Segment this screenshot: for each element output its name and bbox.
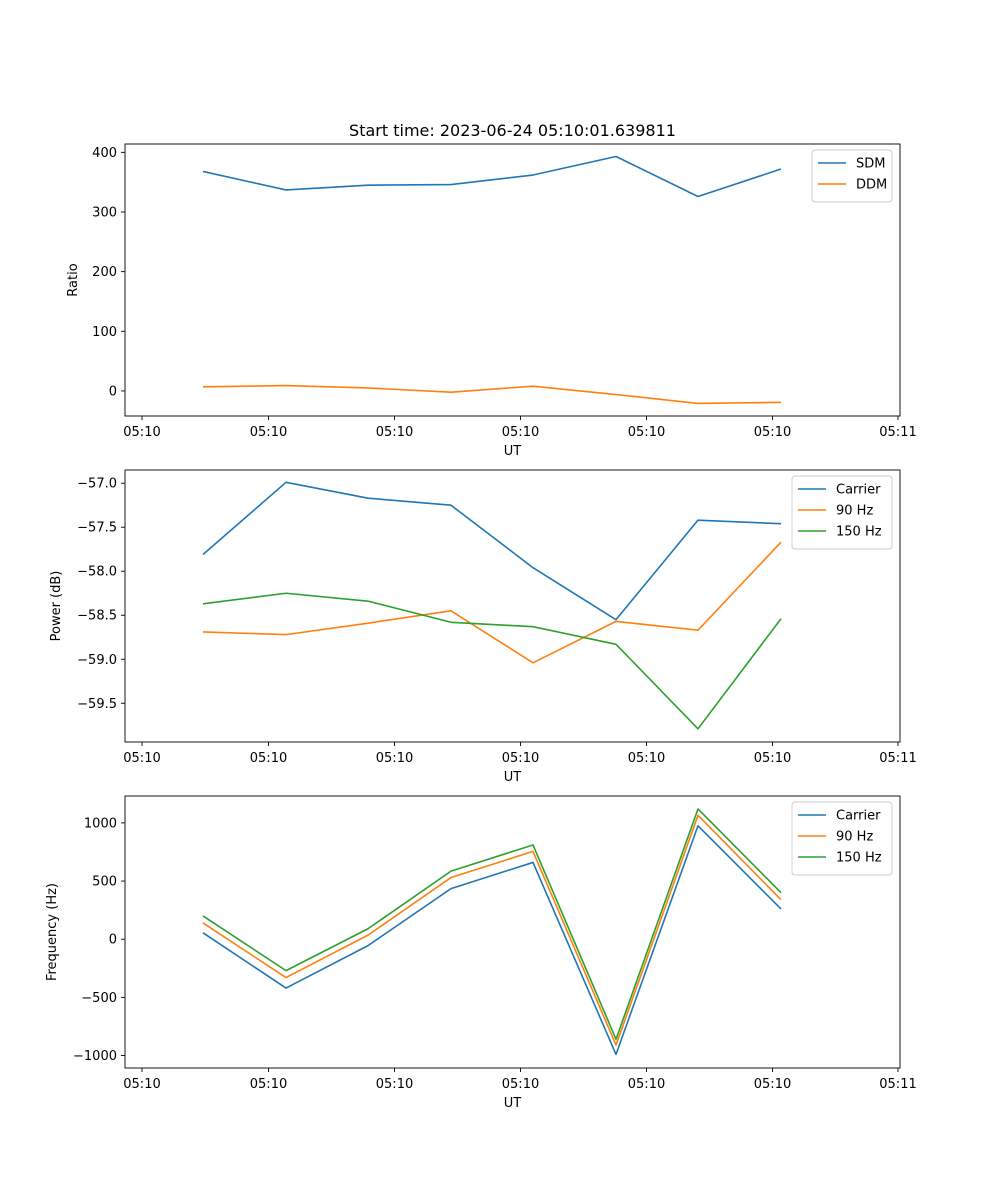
- legend-label: DDM: [856, 178, 887, 193]
- y-axis-label: Power (dB): [49, 571, 64, 642]
- series-line-sdm: [202, 155, 782, 198]
- y-tick-label: −59.0: [77, 653, 117, 668]
- x-tick-label: 05:11: [879, 1077, 916, 1092]
- y-axis-label: Frequency (Hz): [45, 883, 60, 981]
- legend-label: Carrier: [836, 483, 881, 498]
- x-tick-label: 05:10: [502, 1077, 539, 1092]
- x-tick-label: 05:10: [502, 751, 539, 766]
- x-tick-label: 05:11: [879, 751, 916, 766]
- x-tick-label: 05:10: [250, 425, 287, 440]
- legend-label: 90 Hz: [836, 504, 873, 519]
- x-tick-label: 05:10: [123, 1077, 160, 1092]
- y-tick-label: −500: [81, 991, 117, 1006]
- series-line-90-hz: [202, 541, 782, 664]
- legend-label: 150 Hz: [836, 525, 882, 540]
- x-tick-label: 05:10: [376, 425, 413, 440]
- y-tick-label: 1000: [84, 816, 117, 831]
- axes-frame: [124, 795, 901, 1069]
- panel-1: 05:10 05:10 05:10 05:10 05:10 05:10 05:11 0 100 2…: [66, 143, 917, 459]
- y-tick-label: −57.5: [77, 521, 117, 536]
- x-tick-label: 05:10: [628, 1077, 665, 1092]
- legend: Carrier 90 Hz 150 Hz: [791, 801, 893, 876]
- x-tick-label: 05:10: [376, 1077, 413, 1092]
- panel-2: 05:10 05:10 05:10 05:10 05:10 05:10 05:11 −59.5…: [49, 469, 917, 785]
- y-tick-label: 400: [92, 146, 117, 161]
- x-tick-label: 05:10: [754, 751, 791, 766]
- y-tick-label: −58.5: [77, 609, 117, 624]
- y-tick-label: 200: [92, 265, 117, 280]
- x-tick-label: 05:11: [879, 425, 916, 440]
- y-tick-label: −1000: [73, 1049, 117, 1064]
- x-tick-label: 05:10: [628, 425, 665, 440]
- y-tick-label: −59.5: [77, 697, 117, 712]
- legend-label: Carrier: [836, 809, 881, 824]
- legend-label: 150 Hz: [836, 851, 882, 866]
- x-tick-label: 05:10: [376, 751, 413, 766]
- y-tick-label: 0: [109, 384, 117, 399]
- x-tick-label: 05:10: [502, 425, 539, 440]
- y-tick-label: 100: [92, 325, 117, 340]
- x-tick-label: 05:10: [250, 1077, 287, 1092]
- x-tick-label: 05:10: [250, 751, 287, 766]
- x-axis-label: UT: [504, 770, 522, 785]
- y-tick-label: 500: [92, 875, 117, 890]
- x-axis-label: UT: [504, 1096, 522, 1111]
- series-line-carrier: [202, 481, 782, 621]
- legend: SDM DDM: [811, 149, 893, 203]
- y-axis-label: Ratio: [66, 263, 81, 296]
- y-tick-label: −58.0: [77, 565, 117, 580]
- series-line-carrier: [202, 824, 782, 1056]
- axes-frame: [124, 469, 901, 743]
- x-tick-label: 05:10: [628, 751, 665, 766]
- series-line-ddm: [202, 384, 782, 405]
- axes-frame: [124, 143, 901, 417]
- x-tick-label: 05:10: [123, 751, 160, 766]
- chart-title: Start time: 2023-06-24 05:10:01.639811: [349, 121, 676, 140]
- x-tick-label: 05:10: [754, 425, 791, 440]
- series-line-90-hz: [202, 814, 782, 1046]
- x-tick-label: 05:10: [754, 1077, 791, 1092]
- y-tick-label: −57.0: [77, 477, 117, 492]
- legend-label: 90 Hz: [836, 830, 873, 845]
- series-line-150-hz: [202, 592, 782, 730]
- legend: Carrier 90 Hz 150 Hz: [791, 475, 893, 550]
- legend-label: SDM: [856, 157, 885, 172]
- x-axis-label: UT: [504, 444, 522, 459]
- y-tick-label: 0: [109, 933, 117, 948]
- series-line-150-hz: [202, 808, 782, 1041]
- x-tick-label: 05:10: [123, 425, 160, 440]
- y-tick-label: 300: [92, 206, 117, 221]
- panel-3: 05:10 05:10 05:10 05:10 05:10 05:10 05:11 −1000…: [45, 795, 917, 1111]
